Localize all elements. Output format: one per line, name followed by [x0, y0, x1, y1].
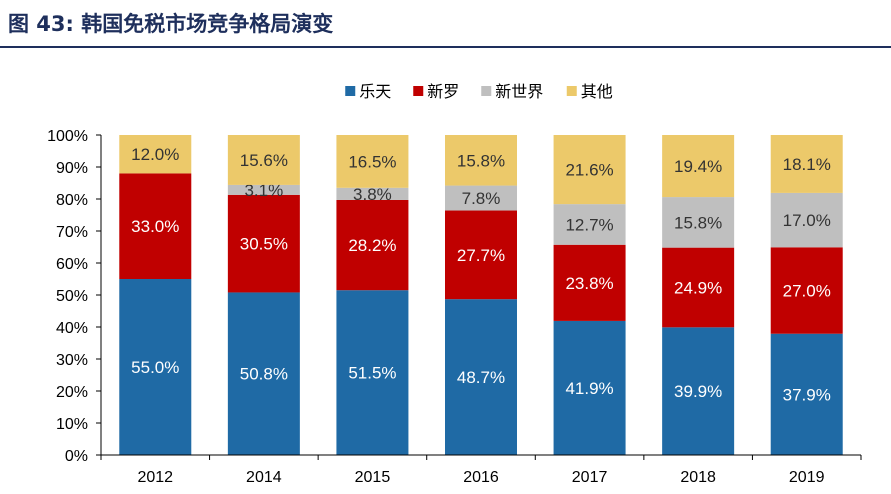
data-label: 23.8%: [565, 274, 613, 293]
data-label: 21.6%: [565, 161, 613, 180]
bar-segment: [770, 247, 843, 334]
y-tick-label: 90%: [56, 160, 88, 177]
data-label: 28.2%: [348, 236, 396, 255]
legend-swatch: [566, 86, 577, 96]
chart-legend: 乐天 新罗 新世界 其他: [345, 82, 613, 101]
legend-swatch: [481, 86, 492, 96]
data-label: 48.7%: [457, 368, 505, 387]
data-label: 16.5%: [348, 152, 396, 171]
y-tick-label: 10%: [56, 416, 88, 433]
data-label: 50.8%: [240, 365, 288, 384]
x-axis: 2012 2014 2015 2016 2017 2018 2019: [100, 454, 862, 486]
data-label: 41.9%: [565, 379, 613, 398]
figure-title-bar: 图 43: 韩国免税市场竞争格局演变: [0, 0, 891, 48]
bar-segment: [336, 187, 409, 200]
y-tick-label: 30%: [56, 352, 88, 369]
bar-segment: [445, 185, 517, 211]
data-label: 15.8%: [457, 151, 505, 170]
bar-series: 55.0% 33.0% 12.0% 50.8% 30.5% 3.1% 15.6% 51.5% 2…: [119, 135, 843, 455]
y-tick-label: 60%: [56, 256, 88, 273]
data-label: 3.1%: [244, 181, 283, 200]
bar-segment: [770, 192, 843, 248]
bar-segment: [662, 247, 735, 328]
bar-segment: [445, 299, 517, 455]
data-label: 37.9%: [783, 385, 831, 404]
bar-segment: [227, 194, 300, 293]
bar-segment: [227, 135, 300, 185]
y-axis: 0% 10% 20% 30% 40% 50% 60% 70% 80% 90% 100%: [47, 128, 102, 465]
bar-segment: [445, 135, 517, 186]
bar-segment: [445, 210, 517, 300]
data-label: 30.5%: [240, 235, 288, 254]
bar-segment: [119, 279, 192, 455]
bar-segment: [336, 199, 409, 291]
data-label: 3.8%: [353, 185, 392, 204]
legend-label: 新罗: [427, 82, 459, 101]
y-tick-label: 50%: [56, 288, 88, 305]
bar-segment: [227, 292, 300, 455]
data-label: 51.5%: [348, 364, 396, 383]
y-tick-label: 100%: [47, 128, 88, 145]
data-label: 12.7%: [565, 215, 613, 234]
y-tick-label: 0%: [65, 448, 88, 465]
legend-label: 乐天: [359, 82, 391, 101]
legend-swatch: [345, 86, 356, 96]
bar-segment: [553, 320, 626, 455]
data-label: 15.8%: [674, 213, 722, 232]
x-tick-label: 2016: [463, 469, 499, 486]
x-tick-label: 2018: [680, 469, 716, 486]
data-label: 39.9%: [674, 382, 722, 401]
legend-label: 其他: [581, 82, 613, 101]
x-tick-label: 2015: [355, 469, 391, 486]
x-tick-label: 2017: [572, 469, 608, 486]
x-tick-label: 2014: [246, 469, 282, 486]
y-tick-label: 40%: [56, 320, 88, 337]
x-tick-label: 2012: [137, 469, 173, 486]
bar-segment: [770, 135, 843, 193]
data-label: 15.6%: [240, 151, 288, 170]
bar-segment: [336, 135, 409, 188]
data-label: 17.0%: [783, 211, 831, 230]
data-label: 7.8%: [462, 189, 501, 208]
bar-segment: [662, 327, 735, 455]
bar-segment: [227, 184, 300, 195]
y-tick-label: 70%: [56, 224, 88, 241]
data-label: 27.0%: [783, 282, 831, 301]
bar-segment: [336, 290, 409, 455]
data-label: 18.1%: [783, 155, 831, 174]
data-label: 33.0%: [131, 217, 179, 236]
y-tick-label: 20%: [56, 384, 88, 401]
data-label: 12.0%: [131, 145, 179, 164]
data-label: 55.0%: [131, 358, 179, 377]
bar-segment: [553, 204, 626, 245]
data-label: 19.4%: [674, 157, 722, 176]
bar-segment: [662, 135, 735, 198]
data-label: 24.9%: [674, 278, 722, 297]
bar-segment: [662, 197, 735, 248]
legend-label: 新世界: [495, 82, 543, 101]
x-tick-label: 2019: [789, 469, 825, 486]
legend-swatch: [413, 86, 424, 96]
bar-segment: [119, 173, 192, 279]
bar-segment: [770, 333, 843, 455]
bar-segment: [553, 135, 626, 205]
bar-segment: [119, 135, 192, 174]
bar-segment: [553, 244, 626, 321]
figure-title: 图 43: 韩国免税市场竞争格局演变: [8, 12, 334, 36]
y-tick-label: 80%: [56, 192, 88, 209]
data-label: 27.7%: [457, 246, 505, 265]
